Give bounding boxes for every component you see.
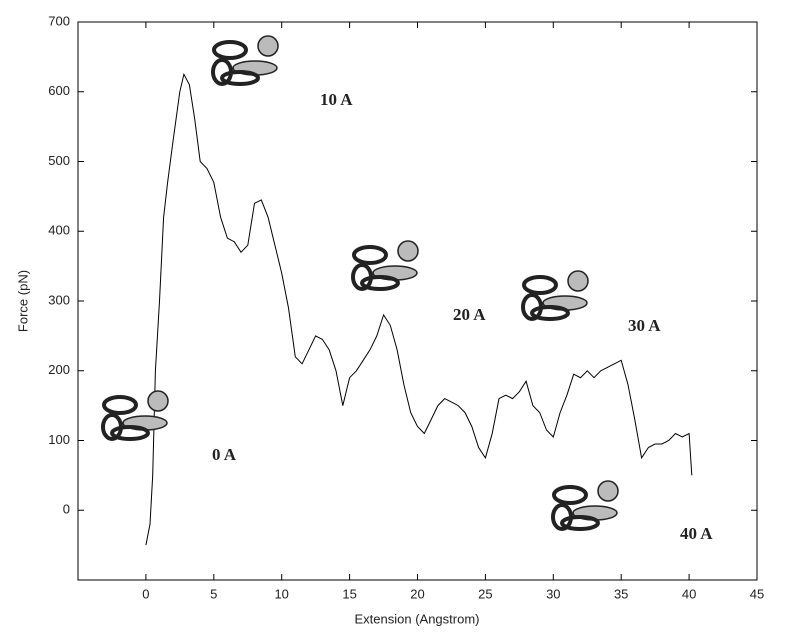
- y-tick-label: 0: [63, 502, 70, 517]
- annotation: 30 A: [628, 316, 661, 335]
- y-tick-label: 600: [48, 83, 70, 98]
- protein-structure: [103, 391, 168, 439]
- protein-structure: [353, 241, 418, 289]
- protein-part: [354, 247, 386, 263]
- x-tick-label: 35: [614, 586, 628, 601]
- y-tick-label: 100: [48, 432, 70, 447]
- annotation: 0 A: [212, 445, 237, 464]
- protein-structure: [523, 271, 588, 319]
- x-axis-label: Extension (Angstrom): [355, 611, 480, 626]
- annotation: 20 A: [453, 305, 486, 324]
- protein-part: [568, 271, 588, 291]
- x-tick-label: 30: [546, 586, 560, 601]
- protein-part: [104, 397, 136, 413]
- protein-part: [214, 42, 246, 58]
- x-tick-label: 20: [410, 586, 424, 601]
- y-tick-label: 200: [48, 362, 70, 377]
- x-tick-label: 40: [682, 586, 696, 601]
- x-tick-label: 15: [342, 586, 356, 601]
- protein-structure: [553, 481, 618, 529]
- x-tick-label: 45: [750, 586, 764, 601]
- y-tick-label: 700: [48, 13, 70, 28]
- force-line: [146, 74, 692, 545]
- protein-part: [258, 36, 278, 56]
- protein-part: [398, 241, 418, 261]
- y-tick-label: 400: [48, 223, 70, 238]
- chart: Force (pN) Extension (Angstrom) 01002003…: [0, 0, 801, 632]
- protein-part: [524, 277, 556, 293]
- x-tick-label: 0: [142, 586, 149, 601]
- x-tick-label: 10: [274, 586, 288, 601]
- y-tick-label: 300: [48, 292, 70, 307]
- annotation: 40 A: [680, 524, 713, 543]
- x-tick-label: 25: [478, 586, 492, 601]
- protein-part: [598, 481, 618, 501]
- protein-part: [554, 487, 586, 503]
- y-axis-label: Force (pN): [15, 270, 30, 332]
- x-tick-label: 5: [210, 586, 217, 601]
- protein-structure: [213, 36, 278, 84]
- protein-part: [148, 391, 168, 411]
- y-tick-label: 500: [48, 153, 70, 168]
- plot-frame: [78, 22, 757, 580]
- annotation: 10 A: [320, 90, 353, 109]
